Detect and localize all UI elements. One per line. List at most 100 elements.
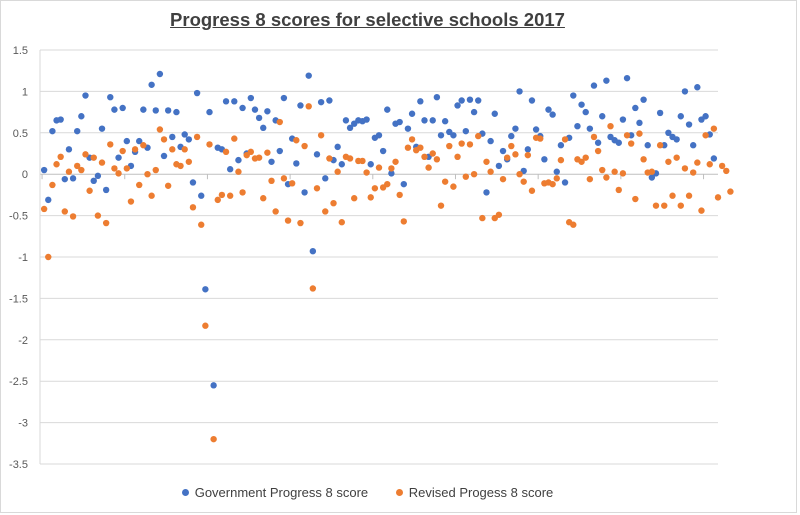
data-point (454, 102, 461, 109)
data-point (280, 94, 288, 102)
data-point (553, 168, 560, 175)
data-point (400, 180, 407, 188)
data-point (433, 156, 441, 163)
data-point (359, 157, 366, 165)
data-point (673, 136, 680, 143)
data-point (549, 180, 556, 188)
data-point (94, 172, 102, 180)
data-point (156, 70, 164, 78)
data-point (611, 168, 618, 175)
data-point (470, 171, 478, 178)
data-point (450, 183, 457, 190)
data-point (677, 113, 684, 120)
data-point (710, 155, 718, 162)
data-point (656, 109, 664, 117)
data-point (61, 175, 68, 183)
data-point (367, 194, 374, 201)
data-point (293, 137, 300, 144)
data-point (214, 196, 221, 204)
data-point (301, 142, 308, 150)
data-point (384, 180, 391, 188)
data-point (193, 89, 201, 97)
legend-marker-government (181, 489, 189, 497)
data-point (65, 168, 73, 175)
legend-marker-revised (395, 489, 403, 497)
data-point (152, 107, 159, 114)
data-point (123, 165, 131, 172)
data-point (408, 136, 416, 143)
data-point (102, 186, 110, 194)
data-point (665, 129, 672, 136)
data-point (516, 88, 523, 95)
data-point (446, 142, 453, 150)
chart-title: Progress 8 scores for selective schools … (170, 9, 565, 30)
data-point (231, 135, 238, 142)
data-point (268, 158, 275, 165)
data-point (65, 146, 73, 153)
data-point (107, 94, 114, 101)
data-point (681, 88, 689, 95)
data-point (111, 165, 118, 172)
data-point (437, 202, 445, 209)
data-point (495, 211, 503, 218)
data-point (189, 204, 197, 211)
data-point (78, 166, 85, 174)
data-point (429, 150, 436, 157)
data-point (727, 188, 734, 195)
data-point (528, 97, 536, 104)
legend: Government Progress 8 score Revised Prog… (0, 485, 735, 500)
data-point (661, 202, 668, 209)
data-point (487, 137, 494, 145)
data-point (640, 156, 647, 163)
data-point (479, 214, 486, 222)
data-point (94, 212, 102, 219)
data-point (169, 133, 176, 141)
data-point (164, 107, 172, 114)
legend-label-government: Government Progress 8 score (194, 485, 369, 500)
data-point (49, 127, 56, 135)
data-point (317, 98, 325, 106)
data-point (694, 159, 701, 166)
data-point (590, 133, 598, 141)
data-point (218, 191, 226, 199)
data-point (561, 179, 569, 186)
data-point (313, 151, 321, 158)
data-point (98, 159, 106, 166)
data-point (326, 97, 333, 104)
y-tick-label: 0 (22, 169, 28, 181)
data-point (652, 202, 660, 209)
data-point (669, 192, 676, 199)
data-point (532, 126, 540, 133)
data-point (673, 154, 680, 161)
data-point (53, 161, 60, 168)
data-point (45, 196, 52, 204)
data-point (131, 146, 139, 153)
gridlines (40, 49, 718, 465)
data-point (338, 161, 345, 168)
data-point (206, 108, 213, 116)
data-point (388, 170, 395, 177)
data-point (537, 135, 544, 142)
data-point (247, 94, 255, 102)
y-tick-label: 1.5 (13, 45, 28, 57)
data-point (222, 98, 230, 105)
data-point (462, 173, 470, 180)
data-point (82, 92, 89, 99)
data-point (570, 221, 577, 228)
data-point (590, 82, 598, 89)
y-tick-label: -0.5 (9, 211, 28, 223)
data-point (226, 192, 234, 199)
data-point (582, 154, 589, 161)
data-point (210, 382, 217, 389)
data-point (231, 98, 238, 105)
data-point (586, 175, 594, 183)
data-point (524, 146, 532, 153)
data-point (189, 179, 197, 186)
data-point (305, 103, 312, 110)
data-point (260, 124, 267, 132)
data-point (404, 144, 412, 151)
data-point (470, 108, 478, 116)
data-point (656, 142, 664, 149)
data-point (648, 168, 656, 175)
y-tick-label: 1 (22, 86, 28, 98)
